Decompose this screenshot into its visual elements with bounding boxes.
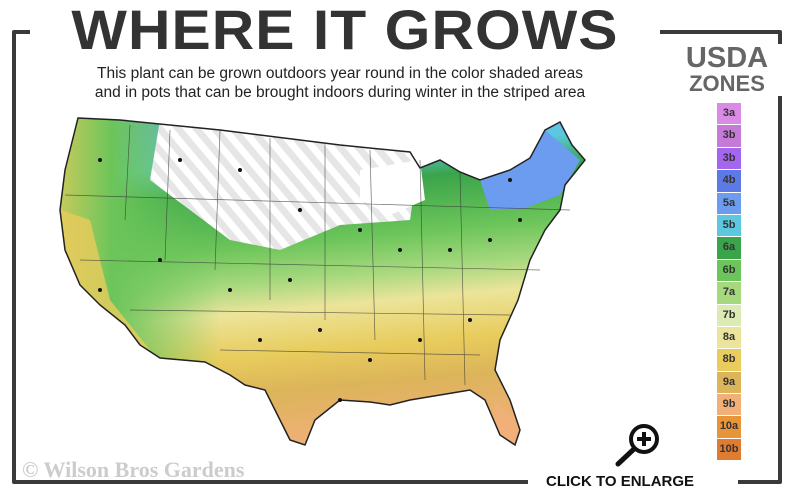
- city-dots: [98, 158, 522, 402]
- legend-zone-5a: 5a: [717, 192, 741, 215]
- legend-title: USDA ZONES: [672, 44, 782, 96]
- page-title: WHERE IT GROWS: [30, 0, 660, 64]
- legend-zone-10a: 10a: [717, 416, 741, 439]
- legend-zone-3b: 3b: [717, 147, 741, 171]
- legend-zone-9a: 9a: [717, 371, 741, 395]
- legend-zone-3b: 3b: [717, 125, 741, 148]
- zone-legend: 3a 3b 3b 4b 5a 5b 6a 6b 7a 7b 8a 8b 9a 9b 10a 10b: [717, 103, 741, 462]
- legend-zone-8a: 8a: [717, 326, 741, 350]
- legend-title-line-1: USDA: [685, 42, 769, 74]
- subtitle-line-1: This plant can be grown outdoors year ro…: [97, 65, 583, 82]
- legend-zone-6b: 6b: [717, 259, 741, 283]
- legend-zone-4b: 4b: [717, 170, 741, 193]
- legend-zone-3a: 3a: [717, 103, 741, 126]
- zone-shading: [60, 118, 585, 445]
- legend-zone-7a: 7a: [717, 282, 741, 305]
- enlarge-label: CLICK TO ENLARGE: [546, 473, 695, 490]
- magnifier-plus-icon[interactable]: [606, 422, 666, 470]
- legend-zone-6a: 6a: [717, 237, 741, 260]
- state-borders: [64, 124, 571, 386]
- legend-zone-7b: 7b: [717, 304, 741, 327]
- legend-zone-5b: 5b: [717, 214, 741, 238]
- striped-container-area: [150, 120, 420, 250]
- subtitle-line-2: and in pots that can be brought indoors …: [94, 84, 586, 101]
- legend-zone-10b: 10b: [717, 438, 741, 462]
- usda-zone-map[interactable]: [40, 100, 640, 460]
- legend-zone-9b: 9b: [717, 394, 741, 417]
- subtitle: This plant can be grown outdoors year ro…: [40, 64, 640, 102]
- copyright-watermark: © Wilson Bros Gardens: [22, 457, 245, 482]
- legend-zone-8b: 8b: [717, 349, 741, 372]
- legend-title-line-2: ZONES: [689, 71, 765, 96]
- click-to-enlarge-button[interactable]: CLICK TO ENLARGE: [528, 462, 738, 500]
